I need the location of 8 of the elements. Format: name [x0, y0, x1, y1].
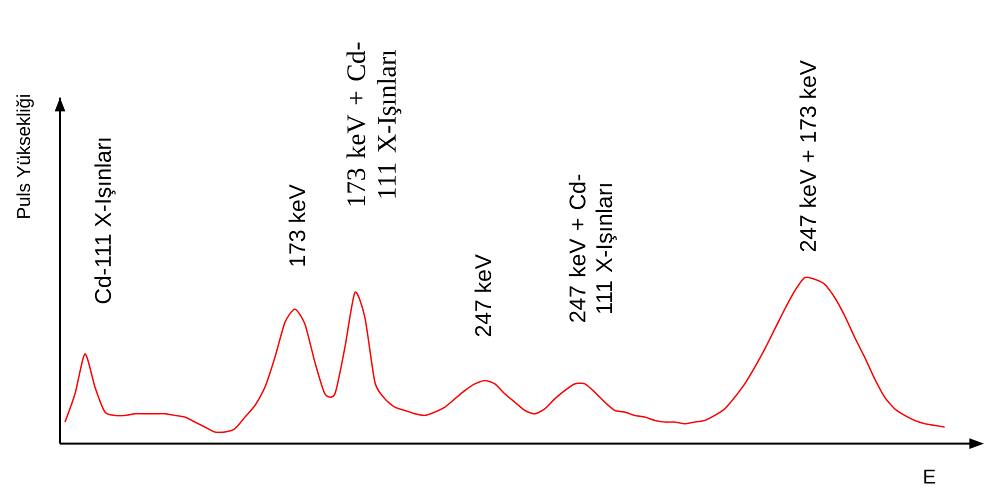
text: 173 keV	[288, 184, 306, 266]
annotation: 247 keV	[474, 254, 492, 336]
y-axis-title: Puls Yüksekliği	[16, 95, 34, 218]
text: 247 keV + 173 keV	[799, 60, 816, 252]
annotation: 247 keV + Cd-111 X-Işınları	[568, 174, 617, 322]
x-axis-title: E	[924, 470, 936, 484]
annotation: Cd-111 X-Işınları	[94, 138, 116, 304]
text: 173 keV + Cd-111 X-Işınları	[346, 42, 402, 206]
